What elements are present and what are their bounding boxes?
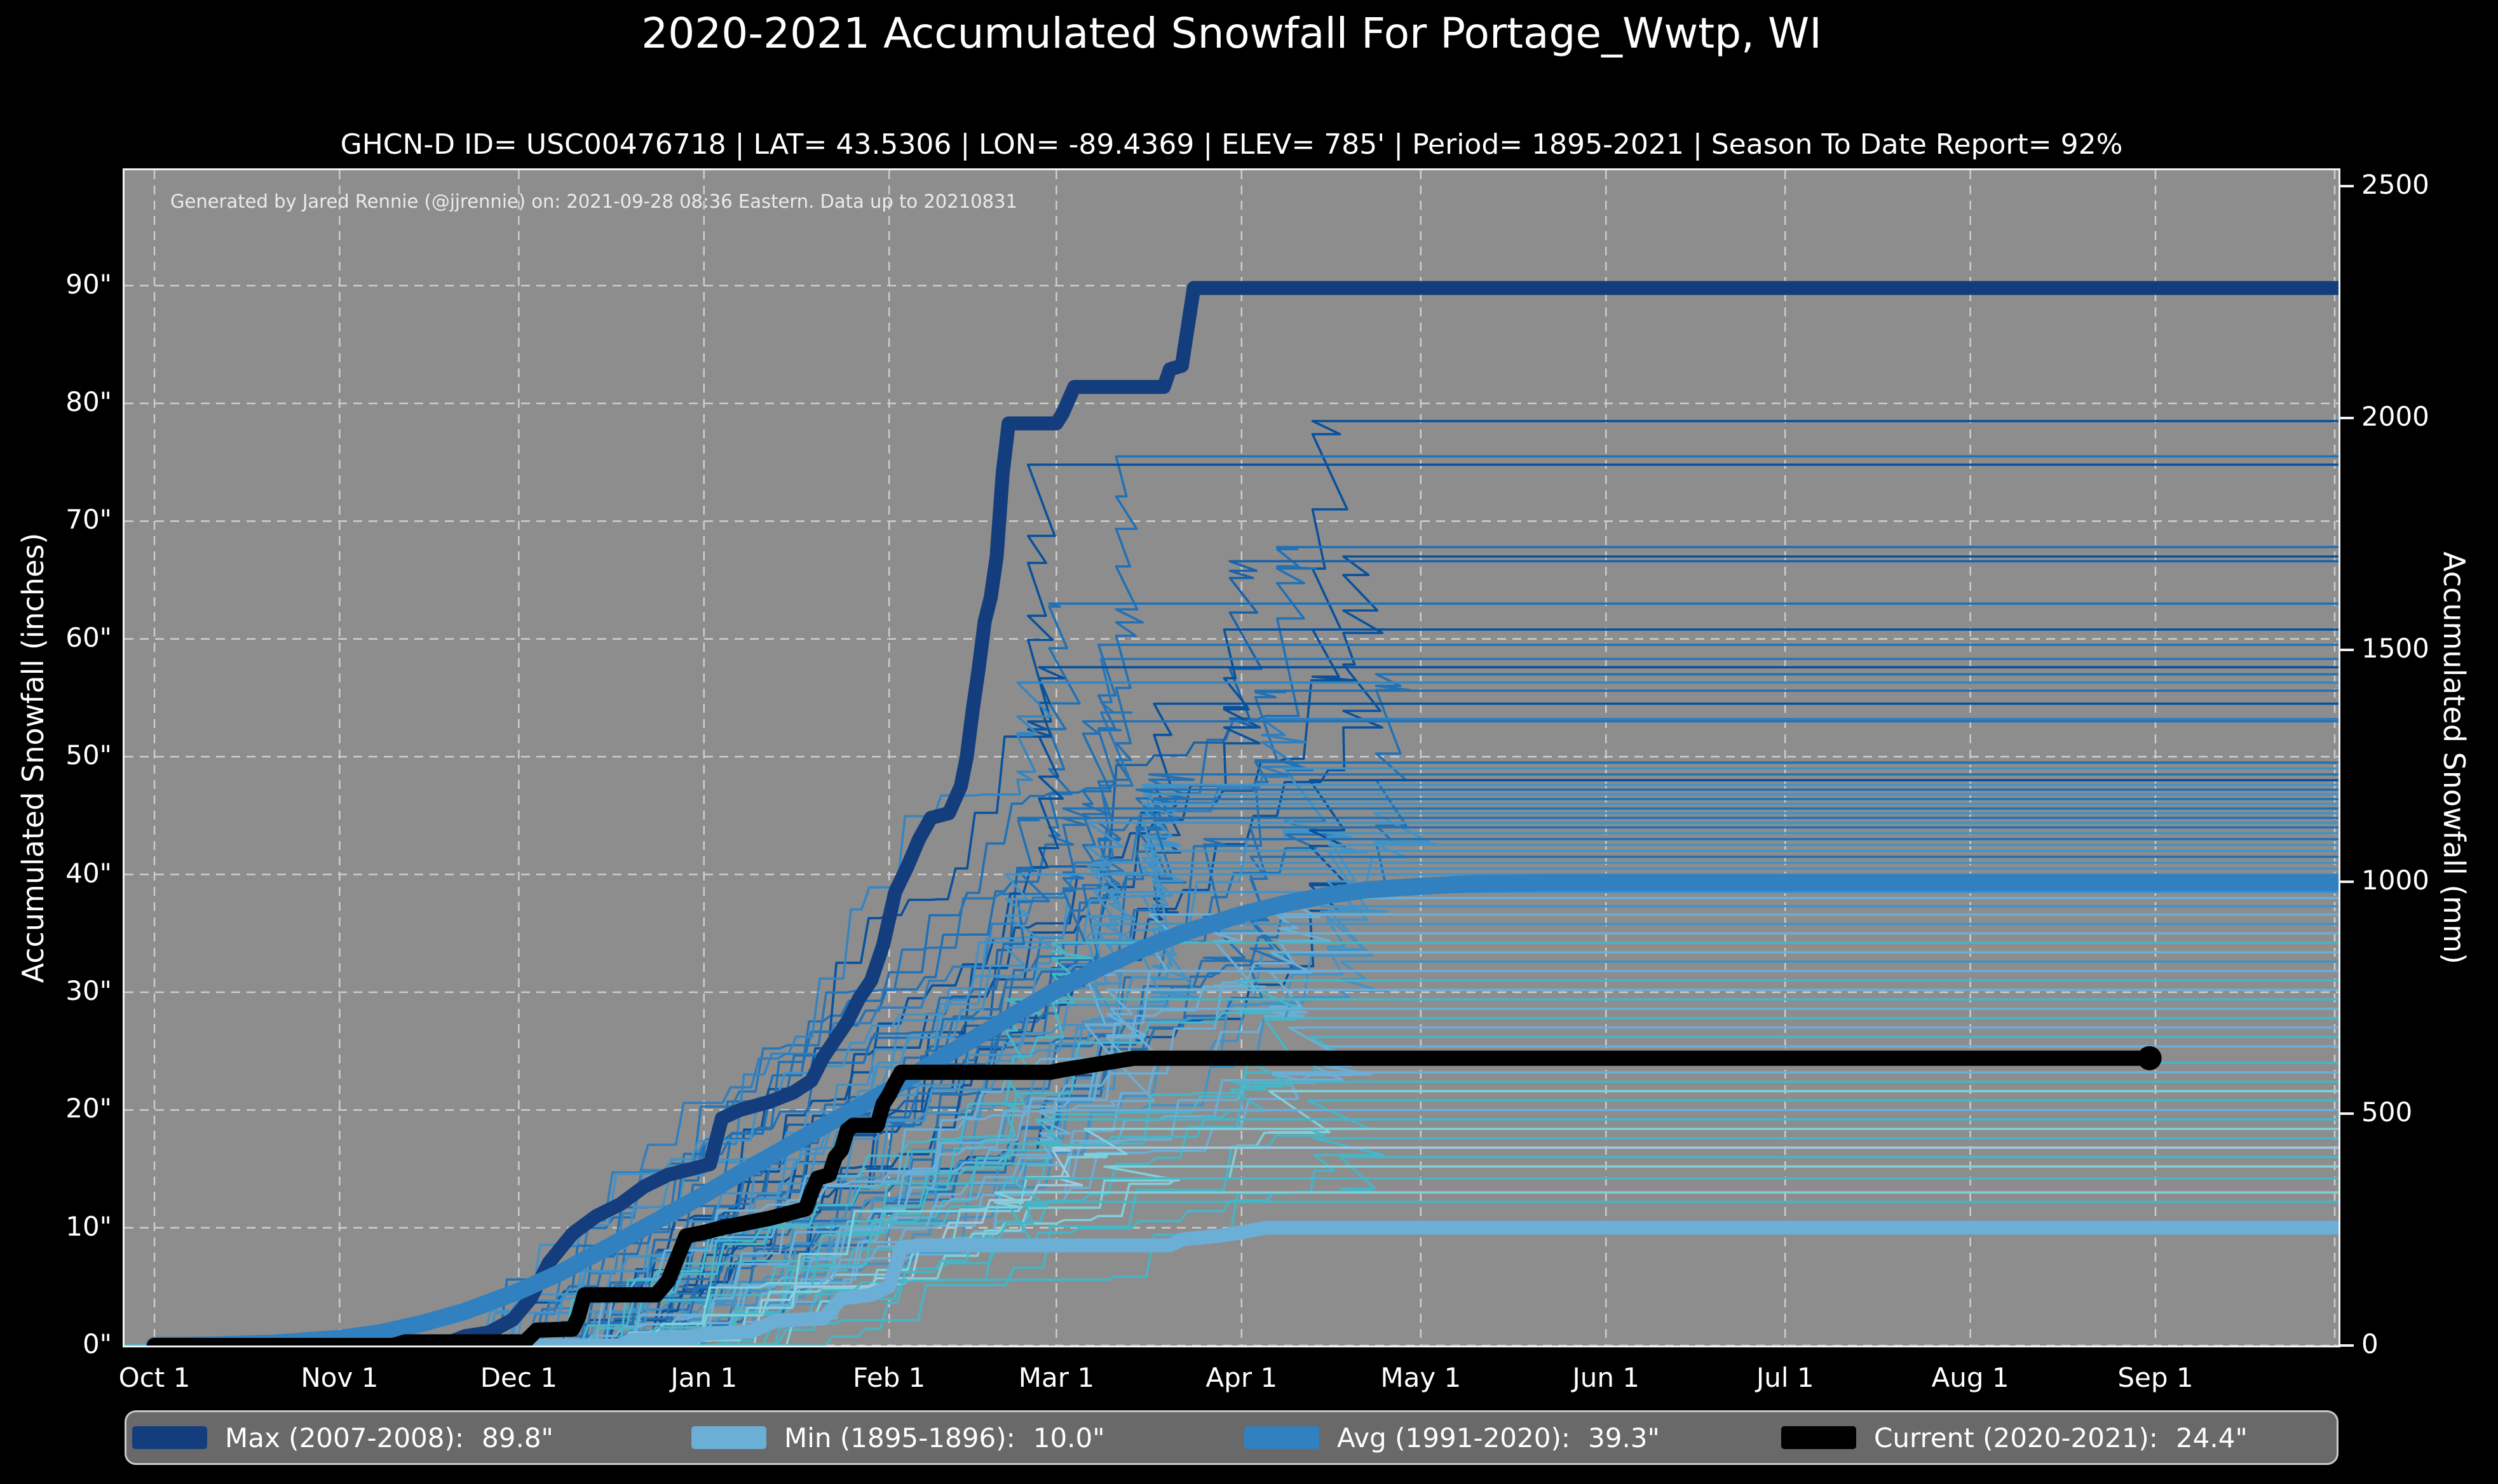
legend-swatch (132, 1426, 207, 1449)
generated-by-annotation: Generated by Jared Rennie (@jjrennie) on… (170, 191, 1017, 212)
legend-entry: Avg (1991-2020): 39.3" (1244, 1412, 1660, 1463)
legend-swatch (691, 1426, 766, 1449)
historical-season-line (125, 821, 2338, 1346)
historical-season-line (125, 979, 2338, 1346)
y-left-tick-label: 80" (65, 386, 112, 418)
y-right-tick-label: 500 (2361, 1096, 2413, 1128)
y-right-tick-label: 1000 (2361, 865, 2429, 896)
legend-entry-label: Current (2020-2021): (1874, 1422, 2158, 1454)
y-left-tick-label: 90" (65, 268, 112, 300)
y-right-tick-mark (2340, 649, 2354, 652)
x-tick-label: Jan 1 (670, 1362, 738, 1393)
y-right-tick-mark (2340, 185, 2354, 188)
legend-entry-label: Min (1895-1896): (784, 1422, 1015, 1454)
legend-swatch (1244, 1426, 1319, 1449)
y-left-tick-label: 0" (82, 1328, 112, 1359)
legend-swatch (1781, 1426, 1856, 1449)
current-line (147, 1050, 2157, 1346)
x-tick-label: Jun 1 (1572, 1362, 1640, 1393)
y-right-tick-label: 2500 (2361, 169, 2429, 201)
legend-entry-value: 10.0" (1033, 1422, 1105, 1454)
y-left-tick-label: 50" (65, 739, 112, 771)
legend-entry: Current (2020-2021): 24.4" (1781, 1412, 2248, 1463)
x-tick-label: May 1 (1380, 1362, 1462, 1393)
historical-season-line (125, 913, 2338, 1346)
y-right-tick-mark (2340, 880, 2354, 884)
historical-season-line (125, 1062, 2338, 1346)
plot-area: Generated by Jared Rennie (@jjrennie) on… (123, 168, 2340, 1347)
station-info-subtitle: GHCN-D ID= USC00476718 | LAT= 43.5306 | … (340, 128, 2123, 161)
legend-entry: Min (1895-1896): 10.0" (691, 1412, 1105, 1463)
y-left-tick-label: 30" (65, 975, 112, 1006)
historical-season-line (125, 861, 2338, 1346)
min-line (147, 1220, 2338, 1346)
historical-season-line (125, 1071, 2338, 1346)
right-axis-label: Accumulated Snowfall (mm) (2437, 551, 2471, 964)
x-tick-label: Sep 1 (2117, 1362, 2194, 1393)
historical-season-line (125, 720, 2338, 1346)
legend-entry-value: 24.4" (2175, 1422, 2248, 1454)
x-tick-label: Jul 1 (1756, 1362, 1814, 1393)
legend-entry-label: Max (2007-2008): (225, 1422, 465, 1454)
max-line (147, 281, 2338, 1346)
historical-season-line (125, 681, 2338, 1346)
y-left-tick-label: 70" (65, 504, 112, 536)
legend-entry-value: 39.3" (1588, 1422, 1660, 1454)
x-tick-label: Aug 1 (1931, 1362, 2009, 1393)
x-tick-label: Mar 1 (1018, 1362, 1095, 1393)
x-tick-label: Dec 1 (480, 1362, 558, 1393)
historical-season-line (125, 602, 2338, 1346)
historical-season-line (125, 1008, 2338, 1346)
y-left-tick-label: 20" (65, 1093, 112, 1124)
x-tick-label: Oct 1 (118, 1362, 191, 1393)
y-left-tick-label: 10" (65, 1210, 112, 1242)
x-tick-label: Nov 1 (301, 1362, 379, 1393)
legend-entry: Max (2007-2008): 89.8" (132, 1412, 553, 1463)
y-right-tick-label: 0 (2361, 1328, 2379, 1359)
historical-season-line (125, 658, 2338, 1346)
historical-season-line (125, 807, 2338, 1346)
historical-season-line (125, 1137, 2338, 1346)
historical-season-line (125, 455, 2338, 1346)
historical-season-line (125, 1045, 2338, 1346)
historical-season-line (125, 628, 2338, 1346)
y-left-tick-label: 40" (65, 857, 112, 889)
y-right-tick-label: 1500 (2361, 633, 2429, 664)
current-end-dot (2137, 1046, 2162, 1070)
y-left-tick-label: 60" (65, 621, 112, 653)
historical-season-line (125, 1089, 2338, 1346)
historical-season-line (125, 873, 2338, 1346)
legend: Max (2007-2008): 89.8" Min (1895-1896): 10.… (125, 1410, 2338, 1465)
historical-season-line (125, 826, 2338, 1346)
historical-season-line (125, 1081, 2338, 1346)
historical-season-line (125, 1177, 2338, 1346)
historical-season-line (125, 673, 2338, 1346)
historical-season-line (125, 761, 2338, 1346)
historical-season-line (125, 905, 2338, 1346)
historical-season-line (125, 896, 2338, 1346)
historical-season-line (125, 1035, 2338, 1346)
legend-entry-value: 89.8" (482, 1422, 553, 1454)
y-right-tick-label: 2000 (2361, 401, 2429, 433)
legend-entry-label: Avg (1991-2020): (1337, 1422, 1570, 1454)
chart-title: 2020-2021 Accumulated Snowfall For Porta… (641, 9, 1822, 58)
y-right-tick-mark (2340, 1112, 2354, 1116)
x-tick-label: Apr 1 (1205, 1362, 1278, 1393)
x-tick-label: Feb 1 (852, 1362, 926, 1393)
y-right-tick-mark (2340, 1344, 2354, 1347)
y-right-tick-mark (2340, 417, 2354, 420)
chart-canvas (125, 170, 2338, 1346)
historical-season-line (125, 1201, 2338, 1346)
historical-season-line (125, 932, 2338, 1346)
historical-season-line (125, 463, 2338, 1346)
historical-season-line (125, 941, 2338, 1346)
historical-season-line (125, 689, 2338, 1346)
historical-season-line (125, 1026, 2338, 1346)
